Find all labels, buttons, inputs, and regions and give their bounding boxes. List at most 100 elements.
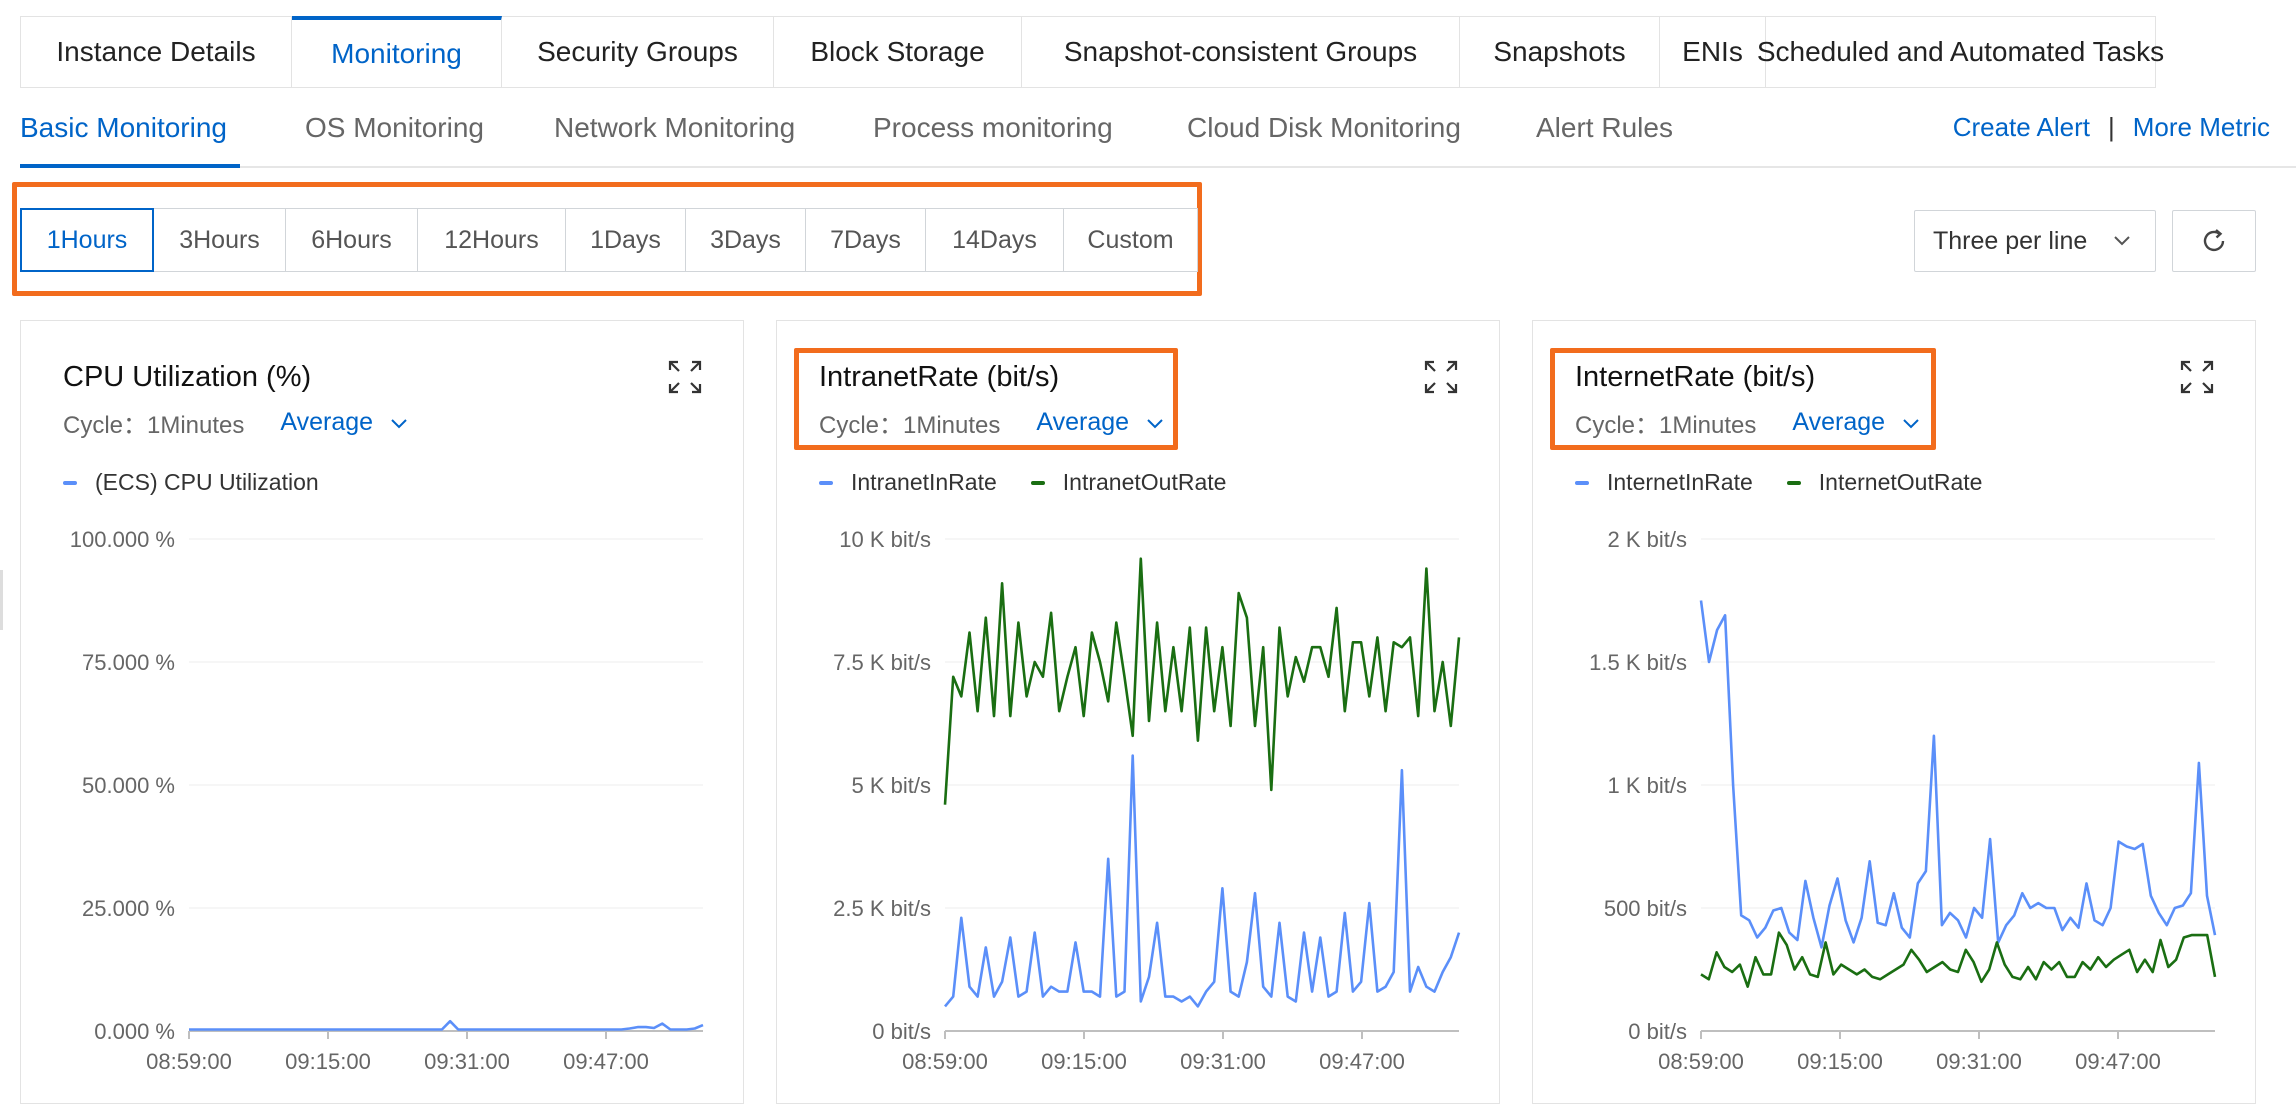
range-3days-button[interactable]: 3Days: [686, 208, 806, 272]
legend-swatch: [1030, 480, 1045, 485]
y-tick-label: 500 bit/s: [1604, 896, 1687, 921]
expand-icon[interactable]: [667, 359, 703, 395]
legend-label: InternetInRate: [1607, 469, 1753, 495]
legend-item[interactable]: (ECS) CPU Utilization: [63, 469, 319, 496]
y-tick-label: 2 K bit/s: [1608, 527, 1687, 552]
aggregation-value: Average: [280, 408, 374, 436]
y-tick-label: 5 K bit/s: [852, 773, 931, 798]
legend-swatch: [1786, 480, 1801, 485]
x-tick-label: 09:31:00: [1180, 1049, 1266, 1074]
x-tick-label: 09:15:00: [1797, 1049, 1883, 1074]
tab-instance-details[interactable]: Instance Details: [20, 16, 292, 88]
internet-title-highlight-box: [1550, 348, 1936, 450]
intranet-title-highlight-box: [794, 348, 1178, 450]
refresh-button[interactable]: [2172, 210, 2256, 272]
x-tick-label: 09:47:00: [2075, 1049, 2161, 1074]
range-12hours-button[interactable]: 12Hours: [418, 208, 566, 272]
x-tick-label: 09:47:00: [1319, 1049, 1405, 1074]
tab-scheduled-and-automated-tasks[interactable]: Scheduled and Automated Tasks: [1757, 16, 2164, 88]
chart-cycle-row: Cycle：1Minutes Average: [819, 405, 1165, 440]
tab-block-storage[interactable]: Block Storage: [774, 16, 1022, 88]
action-separator: |: [2107, 112, 2115, 142]
tab-snapshots[interactable]: Snapshots: [1460, 16, 1660, 88]
header-actions: Create Alert | More Metric: [1953, 112, 2270, 143]
y-tick-label: 0 bit/s: [872, 1019, 931, 1044]
cycle-label: Cycle：1Minutes: [819, 412, 1001, 439]
legend-swatch: [819, 480, 833, 485]
series-line--ecs-cpu-utilization: [189, 1019, 704, 1031]
legend-item[interactable]: IntranetInRate: [819, 469, 997, 496]
line-chart: 10 K bit/s 7.5 K bit/s 5 K bit/s 2.5 K bit/…: [833, 527, 1461, 1074]
chart-legend: IntranetInRate IntranetOutRate: [819, 469, 1260, 496]
tab-process-monitoring[interactable]: Process monitoring: [873, 112, 1113, 143]
y-tick-label: 0 bit/s: [1628, 1019, 1687, 1044]
line-chart: 100.000 % 75.000 % 50.000 % 25.000 % 0.000 %…: [70, 527, 704, 1074]
create-alert-link[interactable]: Create Alert: [1952, 112, 2090, 142]
series-line-internetoutrate: [1700, 931, 2217, 989]
aggregation-value: Average: [1036, 408, 1130, 436]
chart-cycle-row: Cycle：1Minutes Average: [63, 405, 409, 440]
expand-icon[interactable]: [2179, 359, 2215, 395]
layout-select-value: Three per line: [1933, 226, 2088, 255]
y-tick-label: 7.5 K bit/s: [833, 650, 931, 675]
chart-title: CPU Utilization (%): [63, 361, 312, 393]
y-tick-label: 0.000 %: [94, 1019, 175, 1044]
range-1hours-button[interactable]: 1Hours: [20, 208, 154, 272]
series-line-internetinrate: [1699, 600, 2217, 949]
chart-title: InternetRate (bit/s): [1575, 361, 1816, 393]
y-tick-label: 10 K bit/s: [839, 527, 931, 552]
chevron-down-icon: [2114, 236, 2130, 246]
aggregation-select[interactable]: Average: [1036, 408, 1165, 437]
series-line-intranetinrate: [944, 754, 1461, 1008]
chevron-down-icon: [1147, 418, 1163, 428]
range-3hours-button[interactable]: 3Hours: [154, 208, 286, 272]
aggregation-select[interactable]: Average: [280, 408, 409, 437]
tab-alert-rules[interactable]: Alert Rules: [1536, 112, 1673, 143]
chevron-down-icon: [1903, 418, 1919, 428]
cpu-utilization-panel: 100.000 % 75.000 % 50.000 % 25.000 % 0.000 %…: [20, 320, 744, 1104]
side-marker: [0, 570, 3, 630]
tab-network-monitoring[interactable]: Network Monitoring: [554, 112, 796, 143]
tab-monitoring[interactable]: Monitoring: [292, 16, 502, 88]
range-1days-button[interactable]: 1Days: [566, 208, 686, 272]
legend-swatch: [1575, 480, 1589, 485]
line-chart: 2 K bit/s 1.5 K bit/s 1 K bit/s 500 bit/s 0 …: [1589, 527, 2217, 1074]
legend-item[interactable]: InternetOutRate: [1786, 469, 1983, 496]
x-tick-label: 09:47:00: [563, 1049, 649, 1074]
top-tab-bar: Instance Details Monitoring Security Group…: [20, 16, 2164, 88]
active-tab-indicator: [20, 164, 240, 168]
y-tick-label: 100.000 %: [70, 527, 175, 552]
legend-item[interactable]: IntranetOutRate: [1030, 469, 1226, 496]
chevron-down-icon: [391, 418, 407, 428]
y-tick-label: 1.5 K bit/s: [1589, 650, 1687, 675]
tab-snapshot-consistent-groups[interactable]: Snapshot-consistent Groups: [1022, 16, 1460, 88]
aggregation-value: Average: [1792, 408, 1886, 436]
series-line-intranetoutrate: [943, 557, 1461, 805]
chart-legend: InternetInRate InternetOutRate: [1575, 469, 2016, 496]
range-6hours-button[interactable]: 6Hours: [286, 208, 418, 272]
range-14days-button[interactable]: 14Days: [926, 208, 1064, 272]
range-custom-button[interactable]: Custom: [1064, 208, 1198, 272]
cycle-label: Cycle：1Minutes: [1575, 412, 1757, 439]
intranet-rate-panel: 10 K bit/s 7.5 K bit/s 5 K bit/s 2.5 K bit/…: [776, 320, 1500, 1104]
x-tick-label: 09:31:00: [1936, 1049, 2022, 1074]
tab-os-monitoring[interactable]: OS Monitoring: [305, 112, 484, 143]
layout-select[interactable]: Three per line: [1914, 210, 2156, 272]
range-7days-button[interactable]: 7Days: [806, 208, 926, 272]
tab-basic-monitoring[interactable]: Basic Monitoring: [20, 112, 227, 143]
x-tick-label: 08:59:00: [902, 1049, 988, 1074]
expand-icon[interactable]: [1423, 359, 1459, 395]
refresh-icon: [2203, 229, 2225, 252]
tab-security-groups[interactable]: Security Groups: [502, 16, 774, 88]
legend-item[interactable]: InternetInRate: [1575, 469, 1753, 496]
tab-overflow-fade: [2266, 16, 2296, 88]
y-tick-label: 1 K bit/s: [1608, 773, 1687, 798]
internet-rate-panel: 2 K bit/s 1.5 K bit/s 1 K bit/s 500 bit/s 0 …: [1532, 320, 2256, 1104]
legend-label: InternetOutRate: [1818, 469, 1983, 495]
tab-enis[interactable]: ENIs: [1660, 16, 1766, 88]
aggregation-select[interactable]: Average: [1792, 408, 1921, 437]
tab-cloud-disk-monitoring[interactable]: Cloud Disk Monitoring: [1187, 112, 1461, 143]
chart-legend: (ECS) CPU Utilization: [63, 469, 353, 496]
more-metric-link[interactable]: More Metric: [2132, 112, 2270, 142]
time-range-selector: 1Hours 3Hours 6Hours 12Hours 1Days 3Days 7Days…: [20, 208, 1198, 272]
